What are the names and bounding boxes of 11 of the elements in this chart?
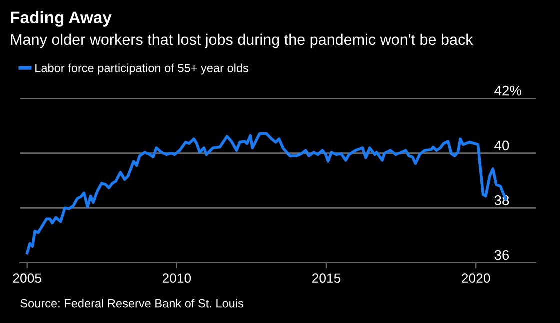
x-tick-label: 2020: [462, 274, 490, 284]
y-tick-label: 36: [494, 250, 510, 260]
y-tick-label: 40: [494, 140, 510, 151]
y-tick-label: 42%: [494, 86, 522, 96]
x-tick-label: 2010: [162, 274, 192, 284]
chart-title: Fading Away: [11, 11, 112, 27]
legend-label: Labor force participation of 55+ year olds: [36, 64, 248, 75]
chart-subtitle: Many older workers that lost jobs during the pandemic won't be back: [11, 34, 474, 48]
source-note: Source: Federal Reserve Bank of St. Louis: [20, 299, 244, 308]
x-tick-label: 2015: [312, 274, 341, 284]
x-tick-label: 2005: [13, 274, 42, 284]
